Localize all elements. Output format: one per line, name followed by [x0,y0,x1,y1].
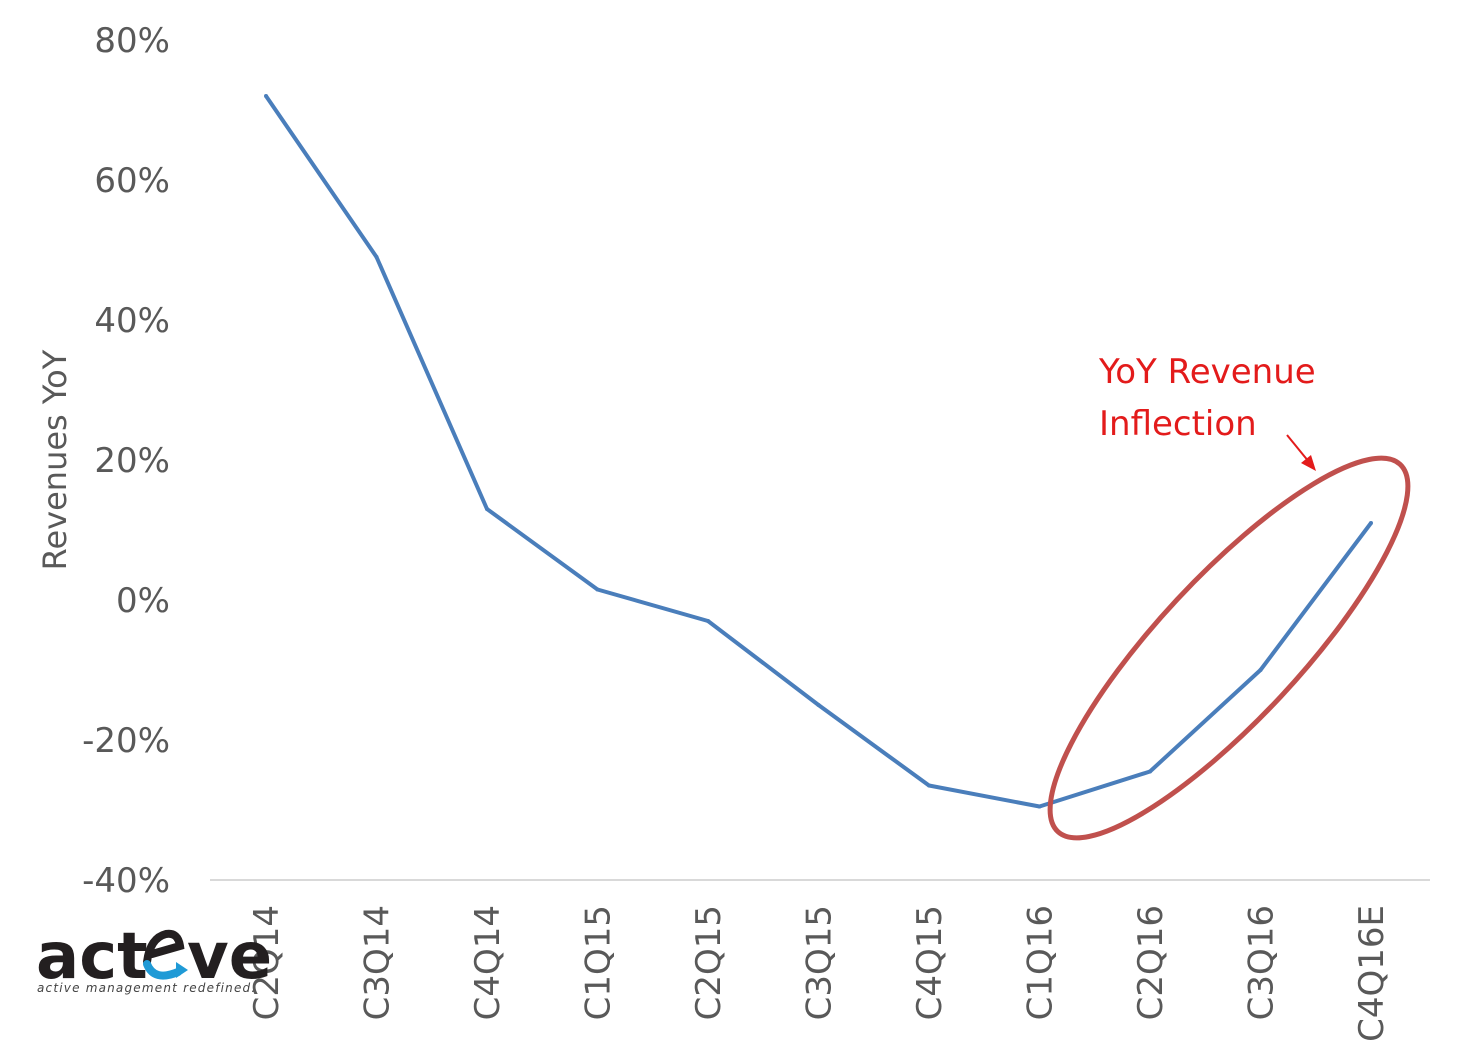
data-point [485,507,489,511]
x-tick-label: C4Q14 [468,905,508,1020]
x-tick-label: C4Q16E [1352,905,1392,1042]
data-point [1148,769,1152,774]
y-tick-label: 0% [116,581,170,621]
y-tick-label: -20% [82,721,170,761]
logo-tagline: active management redefined. [37,981,256,995]
y-tick-label: -40% [82,861,170,901]
y-tick-label: 80% [94,21,170,61]
x-tick-label: C2Q15 [689,905,729,1020]
x-tick-label: C1Q15 [579,905,619,1020]
data-point [706,619,710,623]
series-group [264,94,1373,809]
y-tick-label: 20% [94,441,170,481]
y-axis-label: Revenues YoY [36,349,74,570]
x-tick-label: C3Q16 [1242,905,1282,1020]
acteve-logo: act ve active management redefined. [36,920,272,995]
series-line [264,94,1373,809]
y-axis-ticks: -40% -20% 0% 20% 40% 60% 80% [82,21,170,901]
data-point [1369,521,1373,525]
logo-text-right: ve [187,920,272,994]
x-axis-ticks: C2Q14 C3Q14 C4Q14 C1Q15 C2Q15 C3Q15 C4Q15 C1Q16… [247,905,1392,1042]
data-point [374,255,379,259]
logo-text-left: act [36,920,148,994]
annotation-line-2: Inflection [1099,404,1257,444]
annotation-line-1: YoY Revenue [1098,352,1316,392]
data-point [1258,668,1263,672]
inflection-ellipse [1047,455,1411,841]
x-tick-label: C3Q15 [800,905,840,1020]
y-tick-label: 40% [94,301,170,341]
x-tick-label: C1Q16 [1021,905,1061,1020]
data-point [1037,804,1042,809]
x-tick-label: C4Q15 [910,905,950,1020]
annotation-arrowhead [1301,455,1316,471]
y-tick-label: 60% [94,161,170,201]
x-tick-label: C2Q14 [247,905,287,1020]
data-point [927,783,931,788]
logo-e-swoosh-icon [143,929,188,980]
data-point [264,94,268,98]
data-point [816,703,821,707]
x-tick-label: C2Q16 [1131,905,1171,1020]
x-tick-label: C3Q14 [358,905,398,1020]
annotation-arrow [1286,434,1310,463]
data-point [595,587,600,592]
